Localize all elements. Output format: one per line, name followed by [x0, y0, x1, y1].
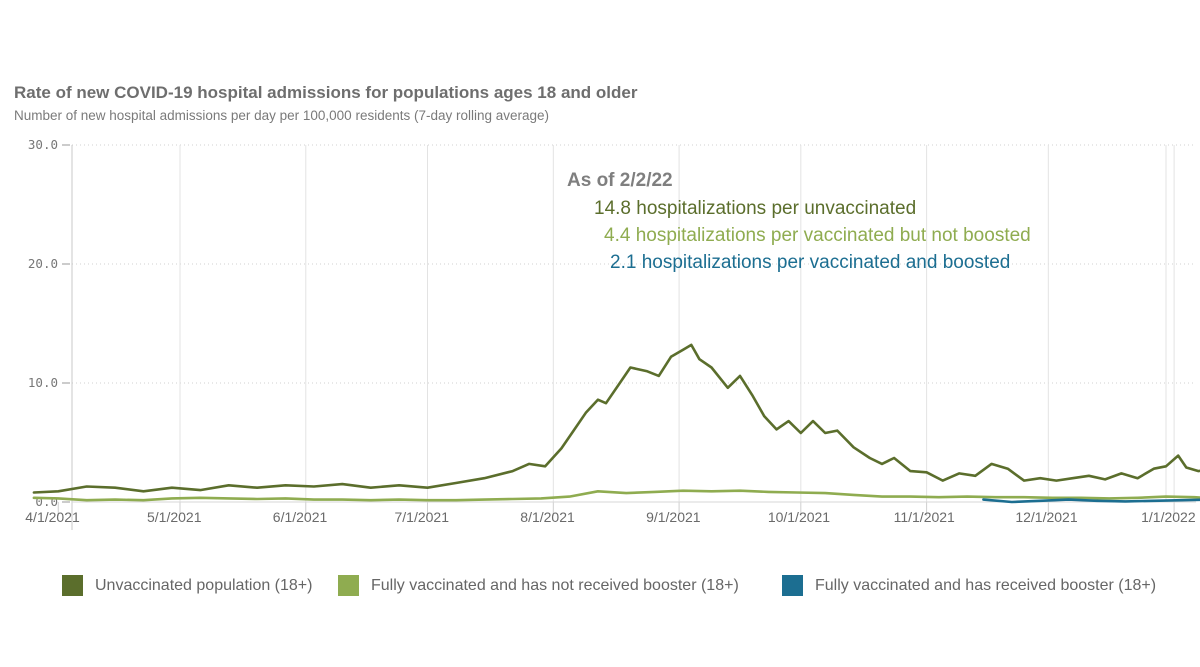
x-tick-label: 9/1/2021	[646, 509, 701, 525]
series-line-2	[982, 498, 1200, 504]
legend-label-vaccinated-not-boosted: Fully vaccinated and has not received bo…	[371, 576, 739, 594]
chart-subtitle: Number of new hospital admissions per da…	[14, 108, 550, 123]
y-tick-label: 20.0	[28, 256, 58, 271]
gridlines	[72, 144, 1196, 502]
x-tick-label: 12/1/2021	[1015, 509, 1077, 525]
legend-swatch-unvaccinated	[62, 575, 83, 596]
axes: 0.0 10.0 20.0 30.0 4/1/2021 5/1/2021 6/1/2021 7…	[25, 137, 1196, 530]
y-tick-label: 30.0	[28, 137, 58, 152]
x-tick-label: 6/1/2021	[273, 509, 328, 525]
chart-title: Rate of new COVID-19 hospital admissions…	[14, 83, 638, 102]
y-tick-label: 0.0	[35, 494, 58, 509]
legend-item-unvaccinated: Unvaccinated population (18+)	[62, 575, 312, 596]
legend-label-vaccinated-boosted: Fully vaccinated and has received booste…	[815, 576, 1157, 594]
series-lines	[32, 343, 1200, 504]
legend-item-vaccinated-not-boosted: Fully vaccinated and has not received bo…	[338, 575, 739, 596]
series-line-0	[32, 343, 1200, 494]
x-tick-label: 8/1/2021	[520, 509, 575, 525]
legend-label-unvaccinated: Unvaccinated population (18+)	[95, 576, 313, 594]
annotation-line-vaccinated-not-boosted: 4.4 hospitalizations per vaccinated but …	[604, 225, 1031, 246]
annotation-line-unvaccinated: 14.8 hospitalizations per unvaccinated	[594, 198, 916, 219]
legend-swatch-vaccinated-not-boosted	[338, 575, 359, 596]
annotation-heading: As of 2/2/22	[567, 170, 673, 191]
legend-item-vaccinated-boosted: Fully vaccinated and has received booste…	[782, 575, 1156, 596]
annotation-box: As of 2/2/22 14.8 hospitalizations per un…	[567, 170, 1031, 273]
x-tick-label: 1/1/2022	[1141, 509, 1196, 525]
x-tick-label: 5/1/2021	[147, 509, 202, 525]
series-line-1	[32, 489, 1200, 502]
legend-swatch-vaccinated-boosted	[782, 575, 803, 596]
x-tick-label: 7/1/2021	[395, 509, 450, 525]
chart-legend: Unvaccinated population (18+) Fully vacc…	[0, 575, 1200, 601]
annotation-line-vaccinated-boosted: 2.1 hospitalizations per vaccinated and …	[610, 252, 1010, 273]
x-tick-label: 10/1/2021	[768, 509, 830, 525]
y-tick-label: 10.0	[28, 375, 58, 390]
x-tick-label: 11/1/2021	[894, 509, 955, 525]
x-tick-label: 4/1/2021	[25, 509, 80, 525]
